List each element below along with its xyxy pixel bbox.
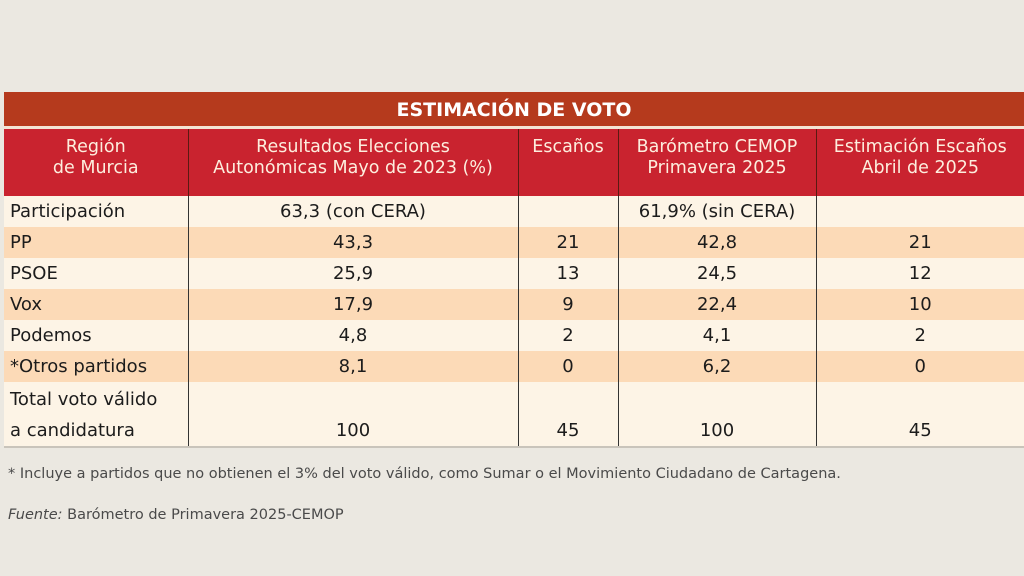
table-row: Vox 17,9 9 22,4 10 bbox=[4, 289, 1024, 320]
table-cell: 100 bbox=[187, 382, 518, 448]
row-label: Participación bbox=[4, 196, 188, 227]
table-cell: 45 bbox=[815, 382, 1024, 448]
column-header: Barómetro CEMOP Primavera 2025 bbox=[617, 129, 816, 196]
table-cell: 45 bbox=[517, 382, 618, 448]
vote-estimate-table: ESTIMACIÓN DE VOTO Región de Murcia Result… bbox=[4, 92, 1024, 448]
table-cell: 12 bbox=[815, 258, 1024, 289]
table-cell: 63,3 (con CERA) bbox=[187, 196, 518, 227]
row-label: PP bbox=[4, 227, 188, 258]
column-header-line: de Murcia bbox=[52, 158, 139, 178]
table-cell bbox=[517, 196, 618, 227]
table-cell: 0 bbox=[815, 351, 1024, 382]
table-cell: 22,4 bbox=[617, 289, 816, 320]
table-cell bbox=[815, 196, 1024, 227]
column-header-line: Región bbox=[65, 137, 126, 157]
table-cell: 25,9 bbox=[187, 258, 518, 289]
column-header-line: Autonómicas Mayo de 2023 (%) bbox=[213, 158, 493, 178]
column-header-line: Escaños bbox=[532, 137, 604, 157]
table-cell: 10 bbox=[815, 289, 1024, 320]
column-header: Región de Murcia bbox=[4, 129, 188, 196]
table-cell: 21 bbox=[517, 227, 618, 258]
column-header-line: Primavera 2025 bbox=[647, 158, 787, 178]
row-label: *Otros partidos bbox=[4, 351, 188, 382]
table-row: PP 43,3 21 42,8 21 bbox=[4, 227, 1024, 258]
row-label: Total voto válido a candidatura bbox=[4, 382, 188, 448]
column-header: Resultados Elecciones Autonómicas Mayo de… bbox=[187, 129, 518, 196]
table-cell: 4,8 bbox=[187, 320, 518, 351]
table-row: *Otros partidos 8,1 0 6,2 0 bbox=[4, 351, 1024, 382]
table-cell: 21 bbox=[815, 227, 1024, 258]
table-cell: 4,1 bbox=[617, 320, 816, 351]
column-header: Escaños bbox=[517, 129, 618, 196]
total-row: Total voto válido a candidatura 100 45 100 45 bbox=[4, 382, 1024, 448]
table-cell: 13 bbox=[517, 258, 618, 289]
header-row: Región de Murcia Resultados Elecciones Auto… bbox=[4, 129, 1024, 196]
row-label: PSOE bbox=[4, 258, 188, 289]
column-header-line: Estimación Escaños bbox=[833, 137, 1007, 157]
table-cell: 9 bbox=[517, 289, 618, 320]
table-cell: 61,9% (sin CERA) bbox=[617, 196, 816, 227]
table-row: PSOE 25,9 13 24,5 12 bbox=[4, 258, 1024, 289]
table-cell: 6,2 bbox=[617, 351, 816, 382]
column-header-line: Resultados Elecciones bbox=[256, 137, 450, 157]
row-label: Vox bbox=[4, 289, 188, 320]
footnote: * Incluye a partidos que no obtienen el … bbox=[8, 466, 841, 482]
column-header: Estimación Escaños Abril de 2025 bbox=[815, 129, 1024, 196]
table-cell: 43,3 bbox=[187, 227, 518, 258]
table-cell: 2 bbox=[815, 320, 1024, 351]
data-table: Región de Murcia Resultados Elecciones Auto… bbox=[4, 129, 1024, 448]
table-title: ESTIMACIÓN DE VOTO bbox=[4, 92, 1024, 129]
source-note: Fuente: Barómetro de Primavera 2025-CEMO… bbox=[8, 507, 344, 523]
table-cell: 0 bbox=[517, 351, 618, 382]
table-cell: 24,5 bbox=[617, 258, 816, 289]
row-label-line: Total voto válido bbox=[10, 389, 158, 410]
source-label: Fuente: bbox=[8, 507, 63, 523]
column-header-line: Barómetro CEMOP bbox=[636, 137, 798, 157]
row-label: Podemos bbox=[4, 320, 188, 351]
table-cell: 2 bbox=[517, 320, 618, 351]
row-label-line: a candidatura bbox=[10, 420, 135, 441]
table-cell: 8,1 bbox=[187, 351, 518, 382]
table-cell: 100 bbox=[617, 382, 816, 448]
table-row: Participación 63,3 (con CERA) 61,9% (sin C… bbox=[4, 196, 1024, 227]
source-text: Barómetro de Primavera 2025-CEMOP bbox=[62, 507, 344, 523]
table-row: Podemos 4,8 2 4,1 2 bbox=[4, 320, 1024, 351]
column-header-line: Abril de 2025 bbox=[861, 158, 980, 178]
table-cell: 42,8 bbox=[617, 227, 816, 258]
table-cell: 17,9 bbox=[187, 289, 518, 320]
